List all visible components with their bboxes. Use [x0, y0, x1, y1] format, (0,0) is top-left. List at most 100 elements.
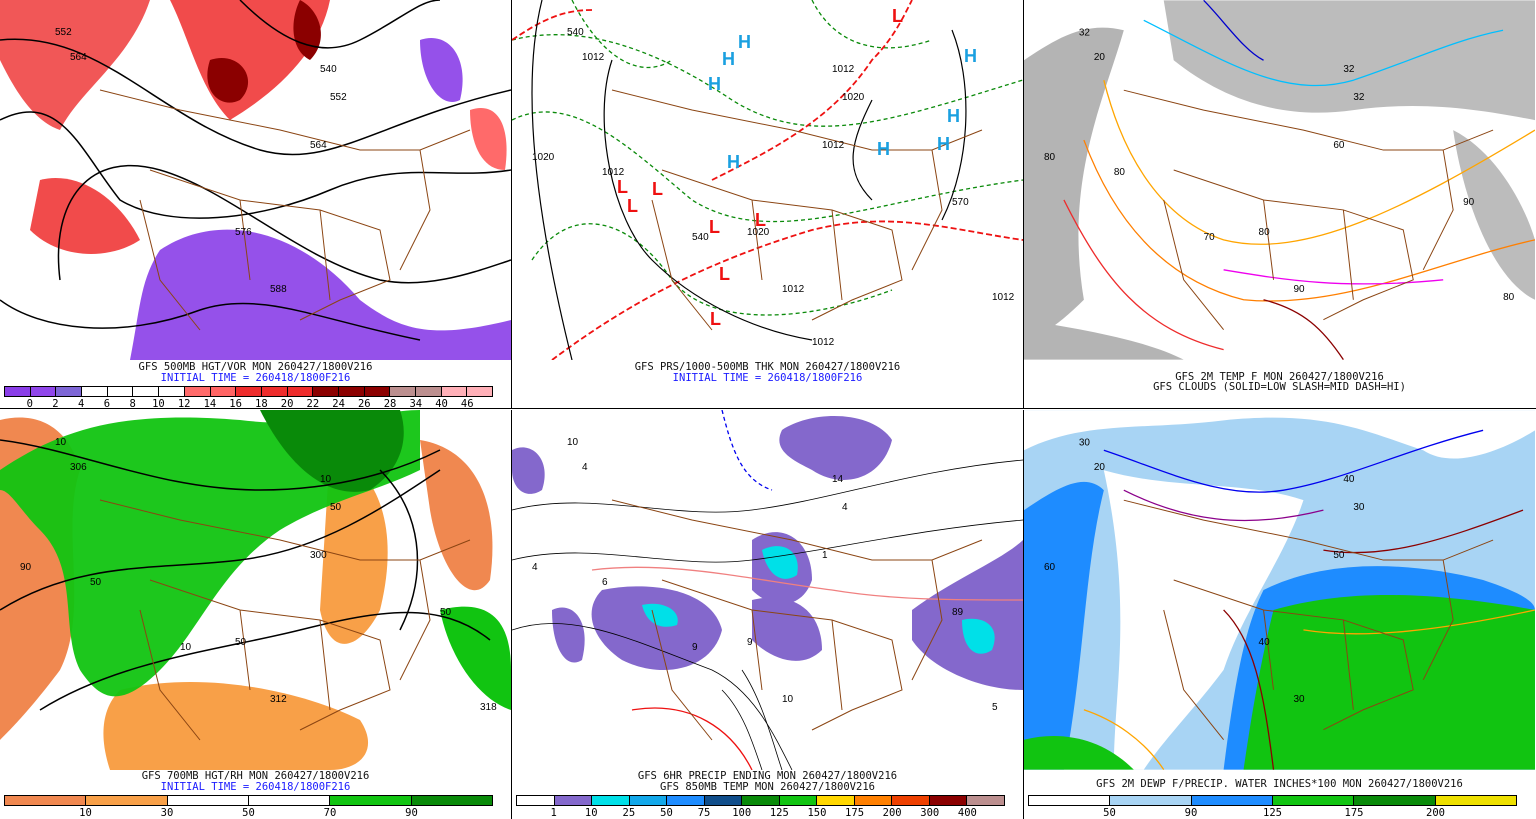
contour-label: 10 [320, 474, 332, 485]
map-mslp-thickness: H H H H H H H H L L L L L L L L 540 1012 1… [512, 0, 1023, 360]
map-title: GFS PRS/1000-500MB THK MON 260427/1800V2… [634, 361, 901, 373]
contour-label: 1012 [782, 284, 805, 295]
colorbar-tick-label: 10 [152, 398, 165, 409]
colorbar-segment [313, 387, 339, 396]
contour-label: 1012 [822, 140, 845, 151]
colorbar-tick-label: 12 [177, 398, 191, 409]
map-700mb-rh: 10 306 10 50 300 50 312 90 50 10 50 318 [0, 410, 511, 770]
precipitation-field: 10 4 14 4 1 9 10 4 6 9 89 5 [512, 410, 1023, 770]
colorbar [4, 386, 493, 397]
colorbar-tick-label: 70 [323, 807, 337, 819]
contour-label: 60 [1333, 140, 1345, 151]
map-subtitle: GFS CLOUDS (SOLID=LOW SLASH=MID DASH=HI) [1153, 381, 1406, 393]
colorbar-tick-label: 4 [78, 398, 85, 409]
colorbar-segment [30, 387, 57, 396]
contour-label: 32 [1343, 64, 1355, 75]
colorbar-tick-label: 150 [807, 807, 827, 819]
contour-label: 588 [270, 284, 287, 295]
colorbar-segment [287, 387, 314, 396]
high-pressure-marker: H [937, 134, 950, 154]
contour-label: 50 [1333, 550, 1345, 561]
high-pressure-marker: H [708, 74, 721, 94]
colorbar-tick-label: 40 [435, 398, 448, 409]
colorbar-segment [330, 796, 412, 805]
colorbar-tick-label: 200 [1426, 807, 1445, 819]
colorbar-tick-label: 75 [697, 807, 711, 819]
colorbar-segment [107, 387, 134, 396]
contour-label: 80 [1503, 292, 1515, 303]
contour-label: 9 [692, 642, 698, 653]
colorbar-segment [742, 796, 780, 805]
colorbar-segment [5, 387, 31, 396]
colorbar-segment [184, 387, 211, 396]
colorbar-segment [261, 387, 288, 396]
contour-label: 4 [842, 502, 848, 513]
contour-label: 90 [20, 562, 32, 573]
colorbar-tick-label: 200 [882, 807, 902, 819]
contour-label: 60 [1044, 562, 1056, 573]
high-pressure-marker: H [722, 49, 735, 69]
colorbar-segment [592, 796, 630, 805]
contour-label: 4 [582, 462, 588, 473]
colorbar-tick-label: 100 [732, 807, 752, 819]
colorbar-segment [390, 387, 416, 396]
colorbar-labels: 50 90 125 175 200 [1028, 807, 1517, 819]
colorbar-tick-label: 90 [405, 807, 418, 819]
colorbar-tick-label: 400 [957, 807, 977, 819]
contour-label: 5 [992, 702, 998, 713]
colorbar-tick-label: 20 [280, 398, 294, 409]
colorbar-tick-label: 24 [332, 398, 345, 409]
colorbar [4, 795, 493, 806]
colorbar-tick-label: 2 [52, 398, 59, 409]
panel-mslp-thickness: H H H H H H H H L L L L L L L L 540 1012 1… [512, 0, 1024, 409]
contour-label: 1012 [812, 337, 835, 348]
colorbar-tick-label: 0 [26, 398, 33, 409]
low-pressure-marker: L [755, 210, 766, 230]
colorbar [1028, 795, 1517, 806]
low-pressure-marker: L [709, 217, 720, 237]
colorbar-tick-label: 25 [622, 807, 636, 819]
contour-label: 9 [747, 637, 753, 648]
panel-dewpoint-precip-water: 30 20 40 30 50 40 30 60 GFS 2M DEWP F/PRECIP. W… [1024, 410, 1536, 819]
contour-label: 10 [55, 437, 67, 448]
colorbar-segment [133, 387, 160, 396]
colorbar-segment [467, 387, 493, 396]
colorbar-segment [1354, 796, 1436, 805]
high-pressure-marker: H [964, 46, 977, 66]
contour-label: 30 [1079, 437, 1091, 448]
precip-water-field: 30 20 40 30 50 40 30 60 [1024, 410, 1535, 770]
contour-label: 576 [235, 227, 252, 238]
contour-label: 564 [70, 52, 87, 63]
colorbar-tick-label: 300 [920, 807, 940, 819]
colorbar-segment [517, 796, 555, 805]
colorbar-segment [629, 796, 668, 805]
contour-label: 14 [832, 474, 844, 485]
map-500mb-vorticity: 552 564 540 552 564 576 588 [0, 0, 511, 360]
contour-label: 70 [1204, 232, 1216, 243]
colorbar-segment [892, 796, 930, 805]
map-dewpoint-precip-water: 30 20 40 30 50 40 30 60 [1024, 410, 1535, 770]
contour-label: 10 [180, 642, 192, 653]
contour-label: 50 [440, 607, 452, 618]
contour-label: 312 [270, 694, 287, 705]
colorbar-segment [667, 796, 705, 805]
colorbar-segment [1110, 796, 1192, 805]
colorbar-labels: 10 30 50 70 90 [4, 807, 493, 819]
contour-label: 30 [1353, 502, 1365, 513]
colorbar-tick-label: 10 [584, 807, 598, 819]
colorbar-tick-label: 175 [845, 807, 865, 819]
colorbar-segment [167, 796, 249, 805]
colorbar-segment [416, 387, 442, 396]
colorbar-tick-label: 28 [383, 398, 397, 409]
high-pressure-marker: H [727, 152, 740, 172]
colorbar-segment [929, 796, 968, 805]
colorbar [516, 795, 1005, 806]
panel-700mb-rh: 10 306 10 50 300 50 312 90 50 10 50 318 GFS 700MB H… [0, 410, 512, 819]
low-pressure-marker: L [719, 264, 730, 284]
colorbar-segment [236, 387, 262, 396]
map-6hr-precip: 10 4 14 4 1 9 10 4 6 9 89 5 [512, 410, 1023, 770]
low-pressure-marker: L [892, 6, 903, 26]
high-pressure-marker: H [738, 32, 751, 52]
colorbar-segment [854, 796, 893, 805]
initial-time: INITIAL TIME = 260418/1800F216 [672, 372, 863, 384]
